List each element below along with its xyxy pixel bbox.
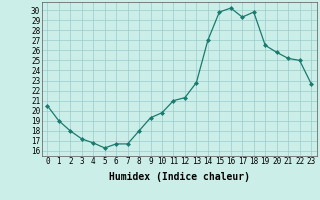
X-axis label: Humidex (Indice chaleur): Humidex (Indice chaleur) (109, 172, 250, 182)
